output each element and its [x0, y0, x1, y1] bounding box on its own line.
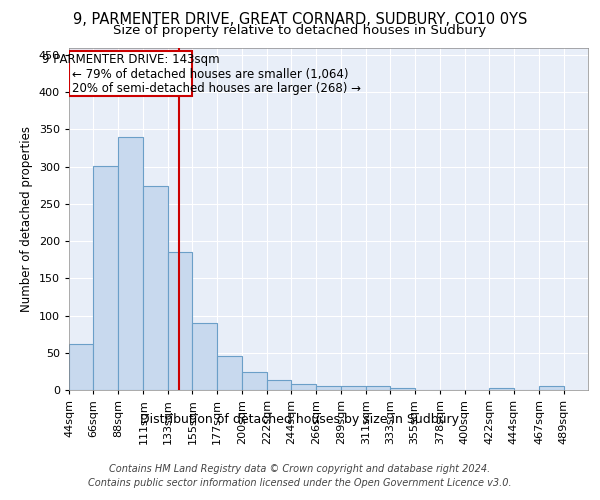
Bar — [242, 372, 267, 390]
Bar — [168, 252, 193, 390]
Text: ← 79% of detached houses are smaller (1,064): ← 79% of detached houses are smaller (1,… — [73, 68, 349, 81]
Text: Size of property relative to detached houses in Sudbury: Size of property relative to detached ho… — [113, 24, 487, 37]
Bar — [118, 137, 143, 390]
Y-axis label: Number of detached properties: Number of detached properties — [20, 126, 33, 312]
Bar — [366, 386, 390, 390]
Bar — [291, 384, 316, 390]
Bar — [94, 166, 118, 390]
Bar — [69, 344, 94, 390]
Bar — [267, 380, 291, 390]
Bar — [341, 386, 366, 390]
Bar — [489, 388, 514, 390]
Text: 9 PARMENTER DRIVE: 143sqm: 9 PARMENTER DRIVE: 143sqm — [42, 54, 220, 66]
Bar — [143, 186, 168, 390]
Bar — [217, 356, 242, 390]
Text: 20% of semi-detached houses are larger (268) →: 20% of semi-detached houses are larger (… — [73, 82, 361, 96]
FancyBboxPatch shape — [69, 51, 193, 96]
Text: Contains HM Land Registry data © Crown copyright and database right 2024.
Contai: Contains HM Land Registry data © Crown c… — [88, 464, 512, 487]
Bar — [193, 323, 217, 390]
Text: Distribution of detached houses by size in Sudbury: Distribution of detached houses by size … — [140, 412, 460, 426]
Bar — [390, 388, 415, 390]
Bar — [539, 386, 563, 390]
Text: 9, PARMENTER DRIVE, GREAT CORNARD, SUDBURY, CO10 0YS: 9, PARMENTER DRIVE, GREAT CORNARD, SUDBU… — [73, 12, 527, 28]
Bar — [316, 386, 341, 390]
